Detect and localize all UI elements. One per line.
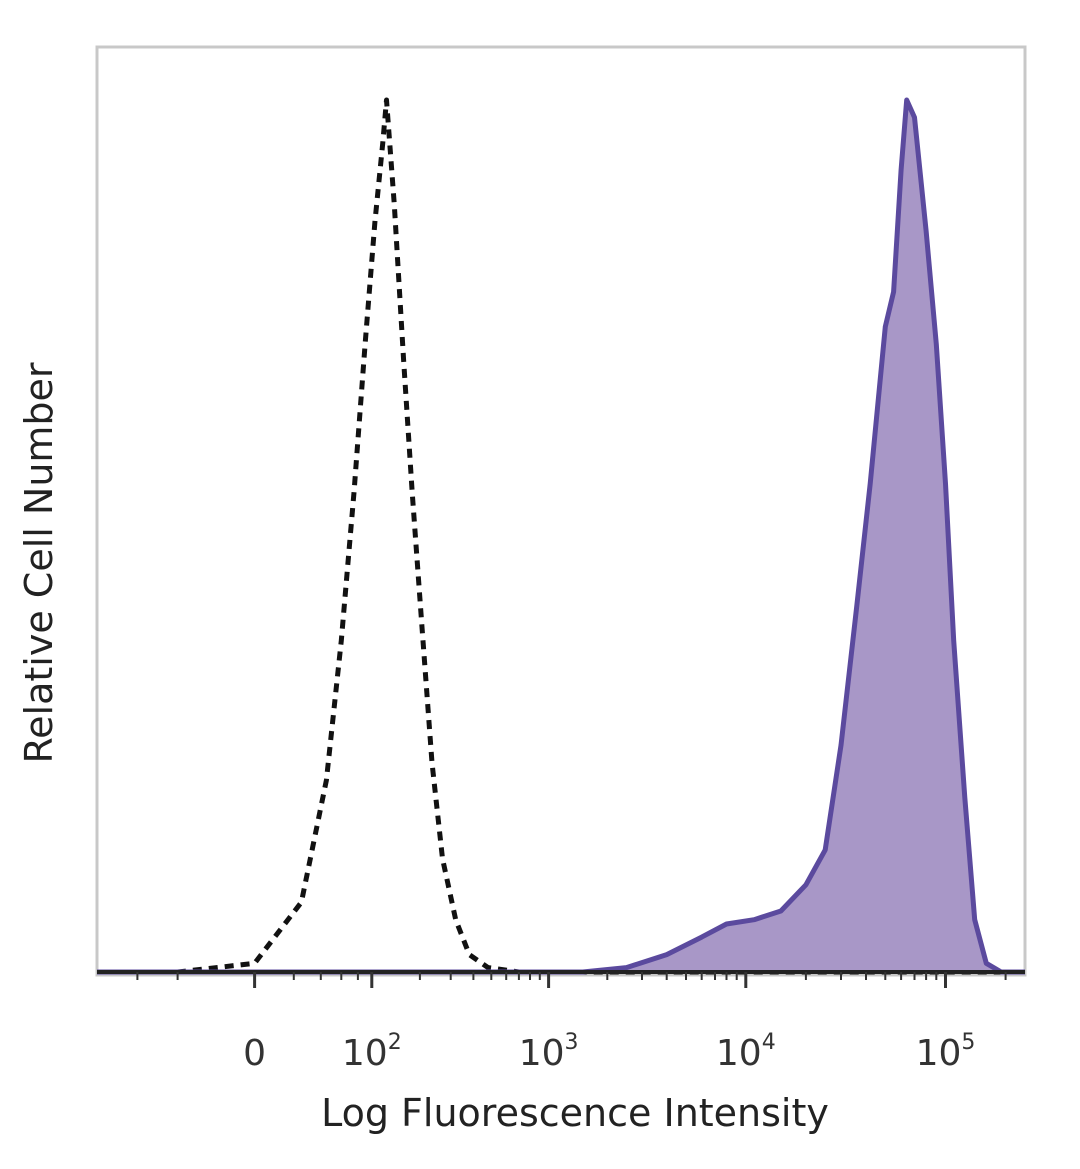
control-histogram-line bbox=[97, 97, 1025, 975]
x-tick-label: 102 bbox=[342, 1030, 402, 1074]
stained-histogram-line bbox=[97, 97, 1025, 975]
x-axis-ticks: 0 102 103 104 105 bbox=[136, 972, 1007, 1074]
x-tick-label: 0 bbox=[243, 1033, 266, 1074]
x-tick-label: 104 bbox=[716, 1030, 776, 1074]
y-axis-title: Relative Cell Number bbox=[17, 362, 61, 763]
series-layer bbox=[97, 97, 1025, 975]
stained-histogram-fill bbox=[97, 100, 1025, 972]
x-tick-label: 105 bbox=[916, 1030, 976, 1074]
x-tick-label: 103 bbox=[519, 1030, 579, 1074]
x-axis-title: Log Fluorescence Intensity bbox=[321, 1091, 829, 1135]
